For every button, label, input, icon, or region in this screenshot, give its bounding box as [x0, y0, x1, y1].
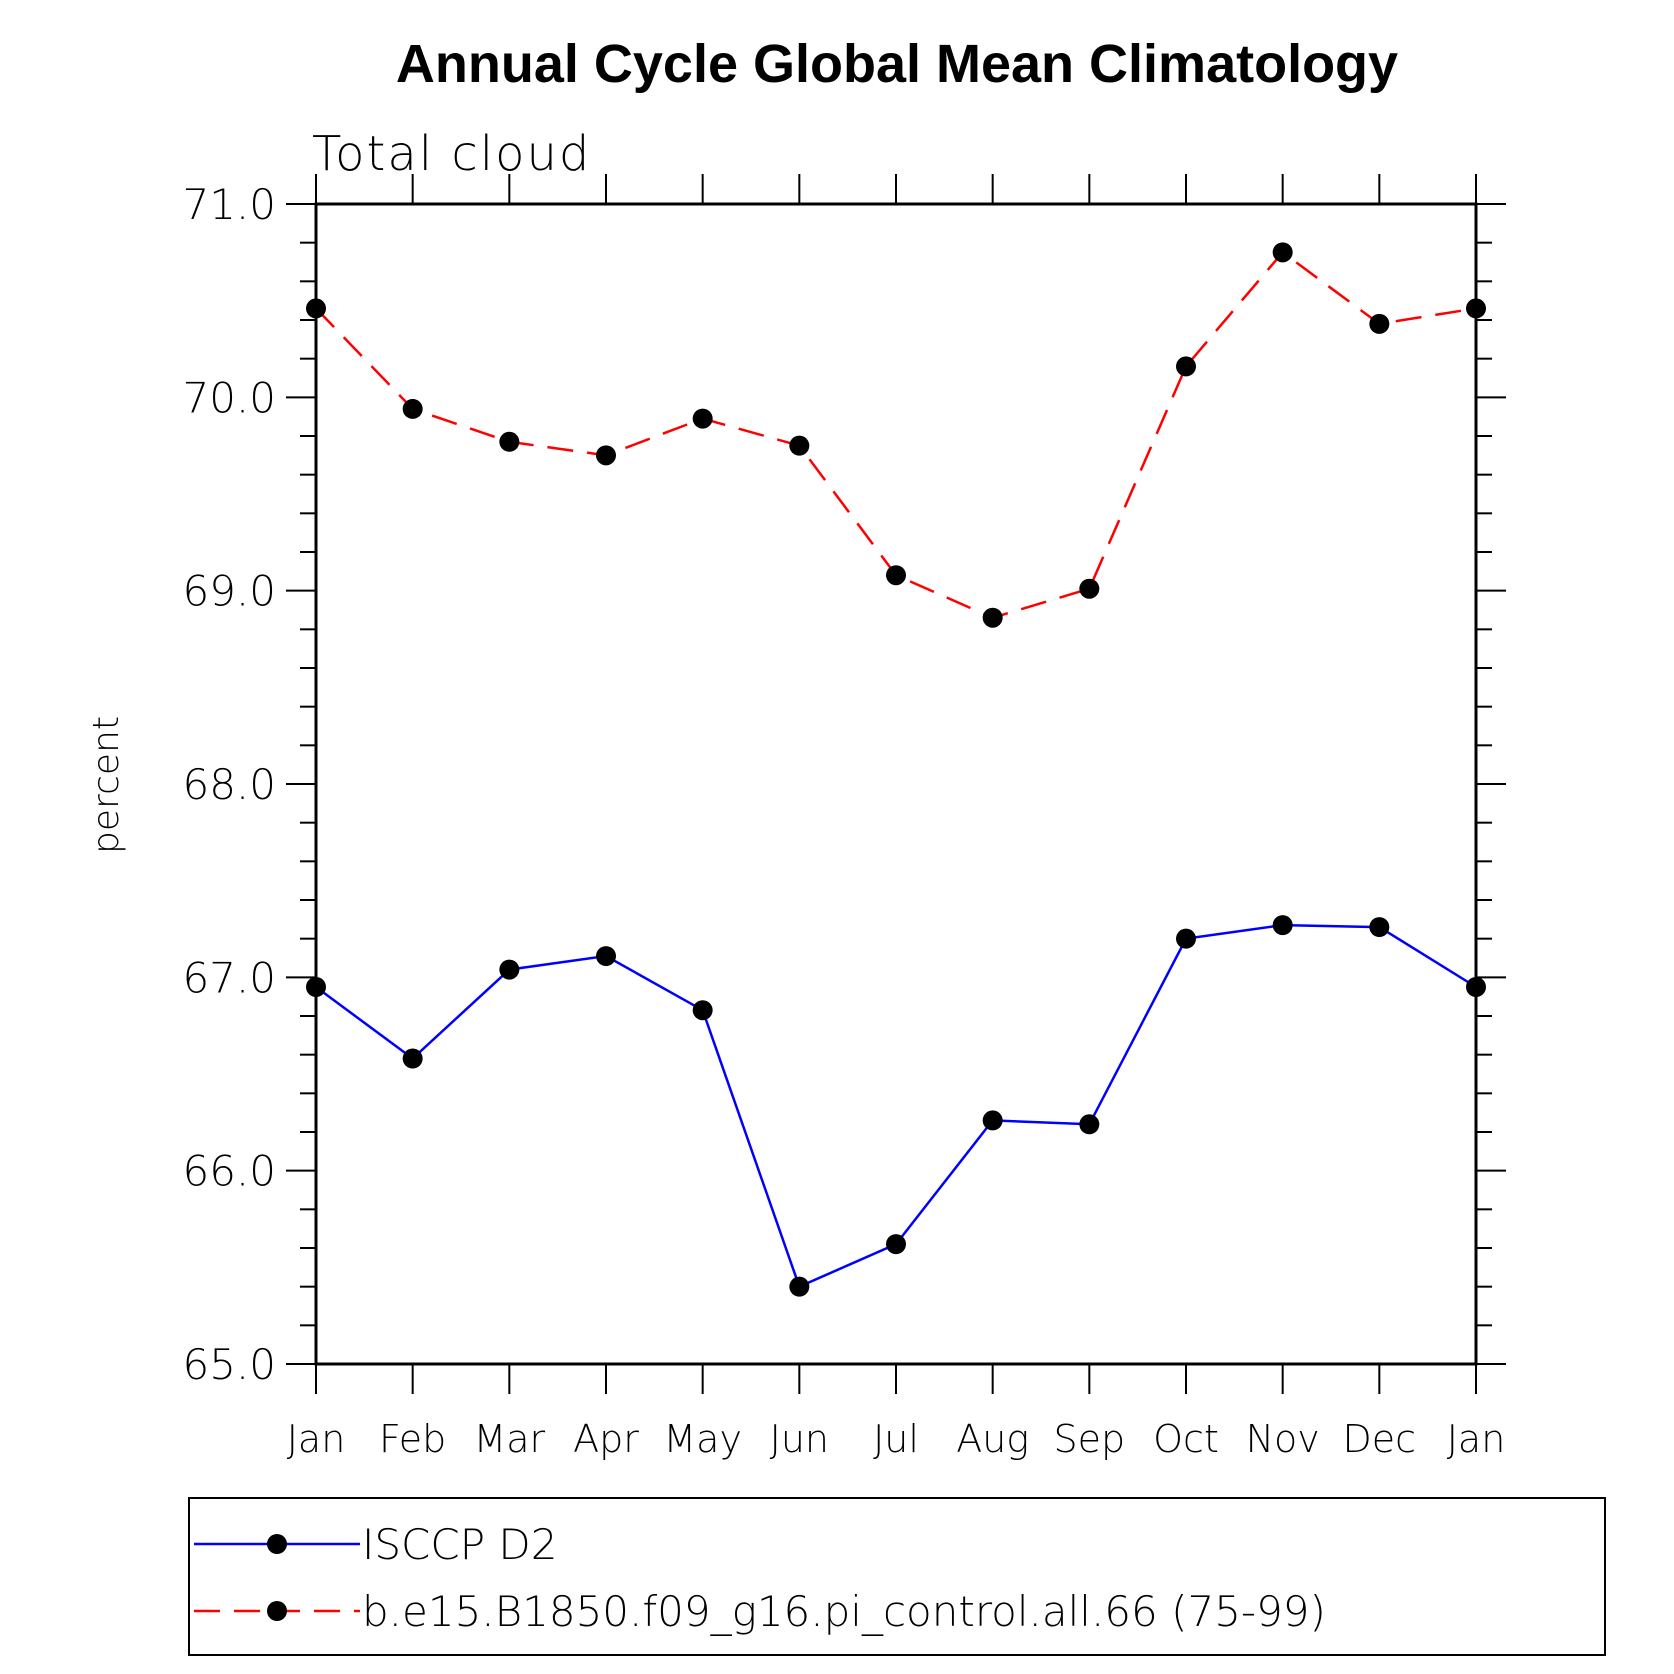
data-point-series-1: [596, 445, 616, 466]
legend-marker-0: [267, 1534, 287, 1554]
chart-subtitle: Total cloud: [312, 126, 591, 182]
data-point-series-1: [789, 435, 810, 456]
chart-title: Annual Cycle Global Mean Climatology: [396, 34, 1398, 94]
y-tick-label: 67.0: [182, 953, 276, 1002]
x-tick-label: Aug: [956, 1417, 1029, 1461]
data-point-series-0: [596, 946, 616, 967]
data-point-series-1: [1176, 356, 1196, 377]
y-tick-label: 66.0: [182, 1147, 276, 1196]
x-tick-label: May: [663, 1417, 742, 1461]
plot-frame: [314, 202, 1478, 1366]
data-point-series-1: [306, 298, 326, 319]
x-tick-label: Oct: [1153, 1417, 1219, 1461]
series-line-0: [315, 923, 1477, 1289]
data-point-series-1: [1466, 298, 1486, 319]
data-point-series-0: [499, 959, 520, 980]
series-line-1: [315, 250, 1477, 620]
x-tick-label: Sep: [1054, 1417, 1126, 1461]
y-tick-label: 70.0: [182, 373, 276, 422]
data-point-series-0: [1466, 977, 1486, 997]
y-tick-label: 71.0: [182, 180, 276, 229]
legend-box: [188, 1497, 1606, 1656]
data-point-series-1: [499, 431, 520, 452]
x-tick-label: Jul: [873, 1417, 919, 1461]
x-tick-label: Nov: [1246, 1417, 1320, 1461]
y-tick-label: 65.0: [182, 1340, 276, 1389]
series-layer: [306, 242, 1486, 1297]
legend-label-0: ISCCP D2: [362, 1520, 557, 1569]
x-tick-label: Jun: [770, 1417, 829, 1461]
data-point-series-0: [982, 1110, 1003, 1131]
data-point-series-1: [1369, 313, 1390, 334]
data-point-series-0: [1176, 928, 1196, 949]
x-tick-label: Feb: [379, 1417, 446, 1461]
x-tick-label: Jan: [287, 1417, 346, 1461]
x-tick-label: Mar: [473, 1417, 545, 1461]
y-tick-label: 68.0: [182, 760, 276, 809]
data-point-series-1: [692, 408, 713, 429]
data-point-series-0: [1272, 915, 1293, 936]
data-point-series-1: [982, 607, 1003, 628]
y-tick-label: 69.0: [182, 567, 276, 616]
x-tick-label: Apr: [573, 1417, 639, 1461]
data-point-series-0: [692, 1000, 713, 1021]
data-point-series-0: [1079, 1114, 1100, 1135]
data-point-series-1: [402, 398, 423, 419]
x-tick-label: Dec: [1343, 1417, 1417, 1461]
data-point-series-0: [1369, 917, 1390, 938]
y-axis-label: percent: [86, 716, 127, 854]
legend-label-1: b.e15.B1850.f09_g16.pi_control.all.66 (7…: [362, 1587, 1326, 1636]
data-point-series-0: [789, 1276, 810, 1297]
data-point-series-1: [1272, 242, 1293, 263]
legend-marker-1: [267, 1601, 287, 1621]
x-tick-label: Jan: [1447, 1417, 1506, 1461]
axes: 65.0 66.0 67.0 68.0 69.0 70.0 71.0 Jan Feb Mar Apr…: [182, 174, 1506, 1461]
data-point-series-1: [1079, 578, 1100, 599]
data-point-series-0: [402, 1048, 423, 1069]
data-point-series-0: [306, 977, 326, 997]
data-point-series-1: [886, 565, 906, 586]
legend: ISCCP D2 b.e15.B1850.f09_g16.pi_control.a…: [194, 1520, 1326, 1636]
data-point-series-0: [886, 1234, 906, 1255]
